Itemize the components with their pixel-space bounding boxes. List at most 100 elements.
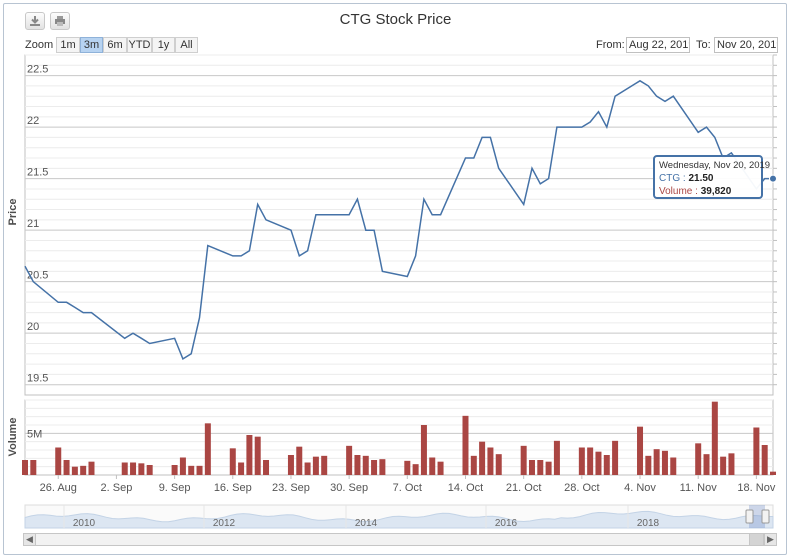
- volume-bar: [379, 459, 386, 475]
- tooltip-volume-label: Volume: [659, 186, 693, 197]
- x-tick-label: 2. Sep: [101, 482, 133, 494]
- price-tick-label: 21.5: [27, 167, 48, 179]
- volume-bar: [371, 460, 378, 475]
- volume-bar: [645, 455, 652, 475]
- volume-bar: [229, 448, 236, 475]
- navigator[interactable]: 2010 2012 2014 2016 2018: [24, 504, 774, 529]
- volume-bar: [770, 471, 776, 475]
- volume-bar: [88, 461, 95, 475]
- volume-bar: [404, 460, 411, 475]
- price-tick-label: 21: [27, 218, 39, 230]
- navigator-series: [24, 510, 774, 529]
- volume-bar: [171, 465, 178, 475]
- price-tick-label: 20: [27, 321, 39, 333]
- volume-bar: [254, 436, 261, 475]
- volume-grid: [24, 399, 774, 476]
- volume-bar: [495, 454, 502, 475]
- volume-plot-area: [24, 399, 774, 476]
- download-icon: [30, 16, 40, 26]
- volume-bar: [296, 446, 303, 475]
- volume-bar: [138, 463, 145, 475]
- scrollbar-track[interactable]: [23, 533, 777, 546]
- print-icon: [55, 16, 65, 26]
- volume-bar: [670, 457, 677, 475]
- zoom-1m-button[interactable]: 1m: [56, 37, 80, 53]
- navigator-year-label: 2016: [495, 518, 518, 529]
- tooltip-series-value: 21.50: [688, 173, 714, 184]
- zoom-label: Zoom: [25, 39, 54, 51]
- x-tick-label: 16. Sep: [214, 482, 252, 494]
- price-tick-label: 22.5: [27, 64, 48, 76]
- x-tick-label: 21. Oct: [506, 482, 541, 494]
- volume-bar: [354, 455, 361, 475]
- to-label: To:: [696, 39, 711, 51]
- volume-bar: [528, 460, 535, 475]
- volume-bar: [246, 435, 253, 475]
- zoom-all-button[interactable]: All: [175, 37, 198, 53]
- volume-bar: [55, 447, 62, 475]
- volume-bar: [603, 455, 610, 475]
- scrollbar-thumb[interactable]: [749, 533, 764, 546]
- print-button[interactable]: [50, 12, 70, 30]
- navigator-year-label: 2014: [355, 518, 378, 529]
- zoom-6m-button[interactable]: 6m: [103, 37, 127, 53]
- price-grid: [24, 54, 774, 396]
- volume-bar: [204, 423, 211, 475]
- price-axis-title: Price: [7, 199, 19, 226]
- volume-bar: [703, 454, 710, 475]
- volume-bar: [196, 465, 203, 475]
- volume-bar: [63, 460, 70, 475]
- tooltip: Wednesday, Nov 20, 2019 CTG : 21.50 Volu…: [653, 155, 770, 199]
- volume-bar: [553, 440, 560, 475]
- volume-bar: [188, 465, 195, 475]
- x-tick-label: 26. Aug: [40, 482, 77, 494]
- volume-axis-title: Volume: [7, 418, 19, 457]
- volume-bar: [287, 455, 294, 475]
- x-tick-label: 11. Nov: [680, 482, 718, 494]
- x-tick-label: 4. Nov: [624, 482, 656, 494]
- tooltip-series-label: CTG: [659, 173, 681, 184]
- volume-bar: [238, 462, 245, 475]
- volume-bar: [537, 460, 544, 475]
- volume-bar: [420, 425, 427, 475]
- price-tick-label: 22: [27, 115, 39, 127]
- x-tick-label: 28. Oct: [564, 482, 599, 494]
- volume-bar: [146, 465, 153, 475]
- volume-bar: [728, 453, 735, 475]
- volume-bar: [312, 456, 319, 475]
- volume-bar: [711, 401, 718, 475]
- tooltip-volume-row: Volume : 39,820: [659, 186, 732, 197]
- volume-bar: [263, 460, 270, 475]
- zoom-3m-button[interactable]: 3m: [80, 37, 103, 53]
- download-button[interactable]: [25, 12, 45, 30]
- volume-bar: [429, 457, 436, 475]
- scroll-right-arrow-icon[interactable]: ▶: [764, 533, 777, 546]
- volume-bar: [661, 450, 668, 475]
- volume-bar: [80, 465, 87, 475]
- from-date-input[interactable]: Aug 22, 2019: [626, 37, 690, 53]
- volume-bar: [412, 464, 419, 475]
- volume-bar: [179, 457, 186, 475]
- volume-bar: [761, 445, 768, 475]
- price-series: [24, 79, 777, 361]
- scroll-left-arrow-icon[interactable]: ◀: [23, 533, 36, 546]
- tooltip-price-row: CTG : 21.50: [659, 173, 714, 184]
- price-tick-label: 19.5: [27, 373, 48, 385]
- volume-bar: [130, 462, 137, 475]
- volume-tick-label: 5M: [27, 428, 42, 440]
- to-date-input[interactable]: Nov 20, 2019: [714, 37, 778, 53]
- volume-bar: [437, 461, 444, 475]
- price-plot-area: [24, 54, 774, 396]
- navigator-handle[interactable]: [745, 509, 754, 524]
- navigator-year-label: 2012: [213, 518, 236, 529]
- volume-bar: [753, 427, 760, 475]
- volume-bar: [695, 443, 702, 475]
- volume-bar: [545, 461, 552, 475]
- navigator-handle[interactable]: [761, 509, 770, 524]
- zoom-ytd-button[interactable]: YTD: [127, 37, 152, 53]
- volume-bar: [720, 456, 727, 475]
- volume-bar: [653, 449, 660, 475]
- zoom-1y-button[interactable]: 1y: [152, 37, 175, 53]
- x-tick-label: 14. Oct: [448, 482, 483, 494]
- volume-bar: [22, 460, 28, 475]
